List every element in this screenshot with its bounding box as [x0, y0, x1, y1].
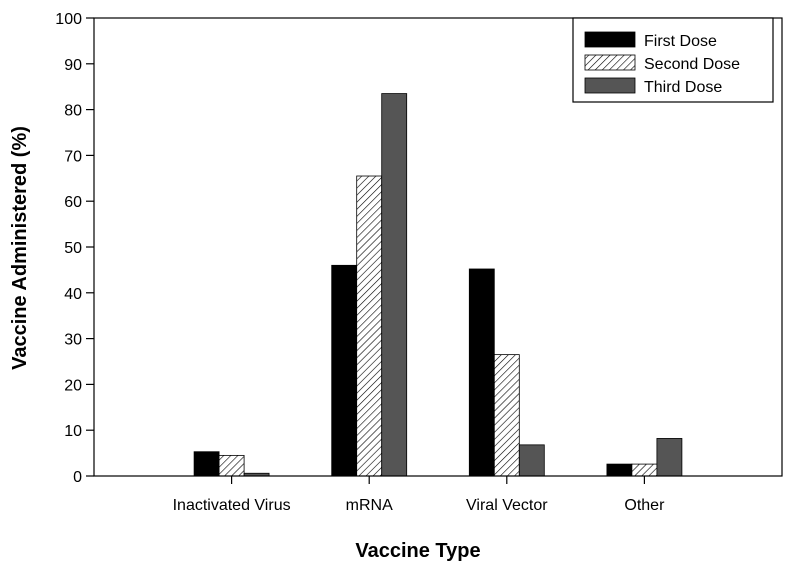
- x-axis-title: Vaccine Type: [355, 540, 480, 562]
- bar-third-dose: [656, 438, 683, 477]
- y-tick-label: 50: [64, 240, 82, 257]
- y-tick-label: 20: [64, 377, 82, 394]
- y-tick-label: 30: [64, 332, 82, 349]
- bar-second-dose: [631, 463, 658, 477]
- y-tick-label: 90: [64, 57, 82, 74]
- y-tick-label: 80: [64, 103, 82, 120]
- y-tick-label: 60: [64, 194, 82, 211]
- legend-label: Third Dose: [644, 79, 722, 96]
- y-axis-title: Vaccine Administered (%): [9, 126, 31, 370]
- y-tick-label: 40: [64, 286, 82, 303]
- bar-second-dose: [218, 454, 245, 477]
- x-tick-label: Inactivated Virus: [173, 497, 291, 514]
- bar-third-dose: [518, 444, 545, 477]
- legend-swatch: [584, 54, 636, 71]
- y-tick-label: 70: [64, 148, 82, 165]
- y-tick-label: 10: [64, 423, 82, 440]
- legend-label: First Dose: [644, 33, 717, 50]
- x-tick-label: Viral Vector: [466, 497, 548, 514]
- legend-label: Second Dose: [644, 56, 740, 73]
- x-tick-label: mRNA: [346, 497, 393, 514]
- legend-swatch: [584, 31, 636, 48]
- bar-first-dose: [331, 264, 358, 477]
- y-tick-label: 0: [73, 469, 82, 486]
- legend-swatch: [584, 77, 636, 94]
- bars-group: [193, 93, 683, 477]
- legend: First Dose Second Dose Third Dose: [572, 17, 774, 103]
- axes-group: 0 10 20 30 40 50 60 70 80 90 100 Inactivated Virus m…: [55, 11, 783, 514]
- x-tick-label: Other: [624, 497, 665, 514]
- bar-second-dose: [356, 175, 383, 477]
- bar-first-dose: [193, 451, 220, 477]
- bar-second-dose: [493, 354, 520, 477]
- bar-first-dose: [468, 268, 495, 477]
- y-tick-label: 100: [55, 11, 82, 28]
- bar-first-dose: [606, 463, 633, 477]
- bar-third-dose: [381, 93, 408, 477]
